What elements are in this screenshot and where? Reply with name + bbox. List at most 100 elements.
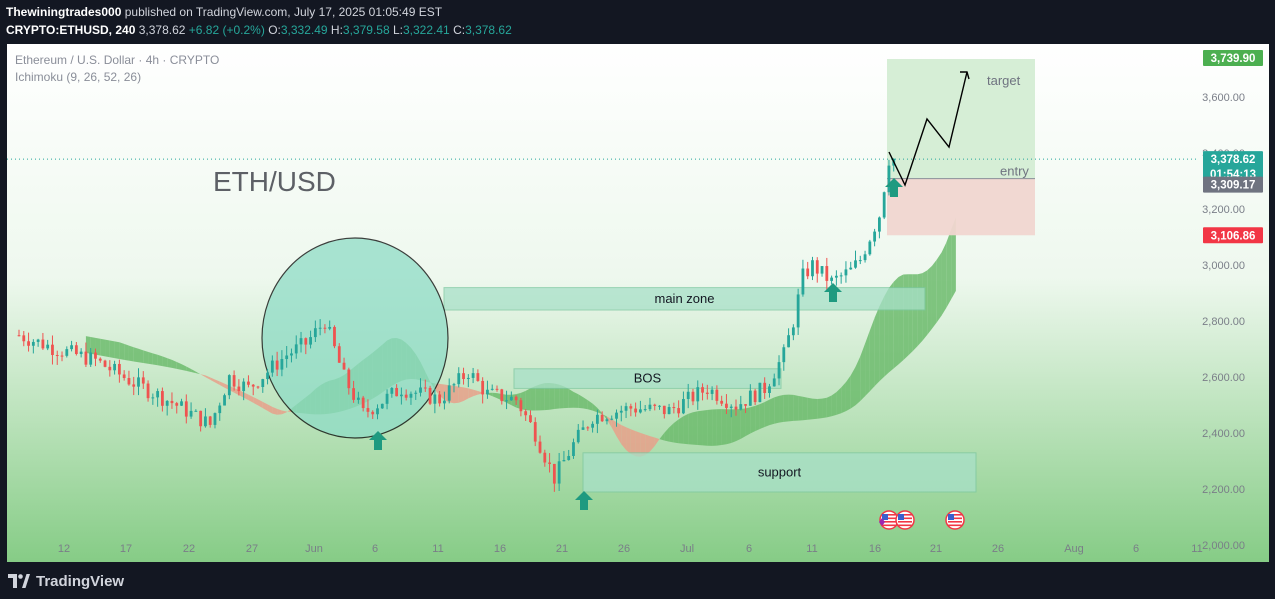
candle-body (438, 394, 442, 404)
stop-box (887, 178, 1035, 236)
projection-path (888, 71, 968, 187)
candle-body (725, 403, 728, 408)
candle-body (127, 378, 131, 385)
candle-body (500, 389, 504, 402)
candle-body (94, 352, 97, 359)
candle-body (356, 397, 360, 400)
candle-body (505, 400, 508, 402)
candle-body (672, 407, 676, 409)
us-flag-icon (945, 510, 965, 530)
candle-body (715, 389, 719, 401)
up-arrow-icon (369, 431, 387, 450)
candle-body (878, 217, 881, 232)
bos-zone-label: BOS (634, 371, 662, 386)
candle-body (777, 362, 781, 379)
last-value: 3,378.62 (138, 23, 186, 37)
ichimoku-cloud (85, 217, 956, 457)
candle-body (811, 260, 814, 277)
x-tick-label: Aug (1064, 543, 1084, 555)
change-value: +6.82 (+0.2%) (188, 23, 265, 37)
up-arrow-icon (575, 491, 593, 510)
candle-body (858, 260, 862, 262)
low-label: L: (392, 23, 403, 37)
target-price-text: 3,739.90 (1211, 53, 1256, 65)
candle-body (854, 260, 857, 268)
candle-body (299, 338, 303, 345)
candle-body (400, 394, 403, 397)
candle-body (337, 346, 341, 363)
candle-body (342, 362, 346, 370)
candle-body (404, 394, 408, 398)
y-tick-label: 2,600.00 (1202, 372, 1245, 384)
candle-body (643, 409, 647, 411)
footer-brand[interactable]: TradingView (8, 572, 124, 590)
candle-body (256, 386, 260, 388)
main-zone-label: main zone (655, 291, 715, 306)
candle-body (266, 372, 269, 380)
candle-body (787, 335, 790, 348)
candle-body (409, 393, 413, 398)
candle-body (677, 408, 681, 414)
candle-body (199, 410, 203, 427)
projection-arrowhead (960, 71, 970, 80)
candle-body (873, 231, 877, 242)
chart-canvas[interactable]: main zone BOS support target entry ETH/USD 2,0… (7, 44, 1269, 562)
candle-body (27, 341, 30, 346)
candle-body (36, 339, 40, 342)
y-tick-label: 2,800.00 (1202, 316, 1245, 328)
x-tick-label: 22 (183, 543, 195, 555)
candle-body (619, 410, 623, 413)
candle-body (552, 463, 556, 484)
candle-body (834, 275, 838, 278)
candle-body (132, 384, 136, 387)
target-price-tag (1203, 50, 1263, 67)
candle-body (653, 404, 657, 406)
candle-body (572, 442, 575, 456)
candle-body (17, 335, 21, 337)
low-value: 3,322.41 (403, 23, 450, 37)
candle-body (849, 267, 853, 270)
open-label: O: (268, 23, 281, 37)
candle-body (371, 411, 375, 415)
candle-body (595, 414, 599, 424)
candle-body (232, 375, 236, 387)
x-tick-label: 11 (432, 543, 443, 555)
candle-body (46, 344, 50, 349)
close-value: 3,378.62 (465, 23, 512, 37)
candle-body (70, 345, 73, 350)
y-tick-label: 3,200.00 (1202, 204, 1245, 216)
candle-body (366, 408, 370, 412)
candle-body (218, 405, 222, 414)
candle-body (51, 344, 54, 356)
chart-frame[interactable]: main zone BOS support target entry ETH/USD 2,0… (7, 44, 1269, 562)
candle-body (156, 391, 160, 398)
candle-body (591, 423, 594, 428)
author-name[interactable]: Thewiningtrades000 (6, 5, 122, 19)
candle-body (634, 408, 638, 413)
candle-body (701, 387, 704, 393)
candle-body (180, 401, 183, 406)
chart-title: ETH/USD (213, 166, 336, 197)
candle-body (806, 268, 810, 277)
candle-body (213, 413, 217, 425)
x-tick-label: 16 (869, 543, 881, 555)
candle-body (758, 382, 762, 403)
candle-body (615, 412, 618, 419)
y-tick-label: 2,200.00 (1202, 484, 1245, 496)
candle-body (605, 419, 609, 422)
entry-price-text: 3,309.17 (1211, 180, 1256, 192)
candle-body (165, 400, 169, 406)
us-flag-icon (895, 510, 915, 530)
candle-body (22, 335, 26, 342)
entry-label: entry (1000, 164, 1029, 179)
candle-body (624, 406, 628, 411)
candle-body (333, 326, 336, 347)
candle-body (237, 386, 241, 392)
candle-body (734, 406, 738, 410)
candle-body (223, 395, 226, 406)
candle-body (772, 378, 776, 387)
candle-body (825, 266, 829, 281)
stop-price-tag (1203, 227, 1263, 244)
candle-body (137, 377, 140, 387)
indicator-label[interactable]: Ichimoku (9, 26, 52, 26) (15, 70, 142, 84)
